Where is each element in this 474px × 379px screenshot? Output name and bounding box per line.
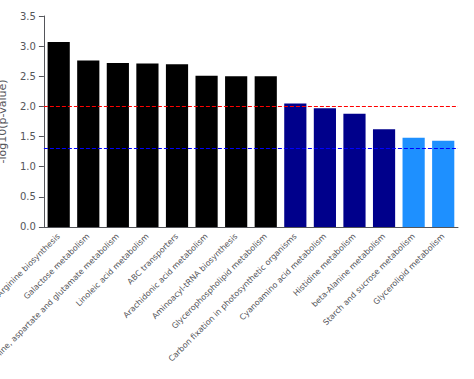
svg-text:0.5: 0.5 [20,191,36,202]
svg-text:ABC transporters: ABC transporters [126,232,181,287]
svg-text:Carbon fixation in photosynthe: Carbon fixation in photosynthetic organi… [167,232,299,364]
svg-text:Cyanoamino acid metabolism: Cyanoamino acid metabolism [237,231,329,323]
svg-text:1.5: 1.5 [20,131,36,142]
svg-text:Linoleic acid metabolism: Linoleic acid metabolism [74,231,151,309]
svg-text:0.0: 0.0 [20,221,36,232]
svg-text:Aminoacyl-tRNA biosynthesis: Aminoacyl-tRNA biosynthesis [150,231,240,321]
svg-text:Alanine, aspartate and glutama: Alanine, aspartate and glutamate metabol… [0,232,121,369]
svg-text:1.0: 1.0 [20,161,36,172]
svg-text:Glycerolipid metabolism: Glycerolipid metabolism [372,232,447,307]
svg-text:2.5: 2.5 [20,71,36,82]
svg-text:3.0: 3.0 [20,41,36,52]
svg-text:Histidine metabolism: Histidine metabolism [291,231,358,298]
svg-text:Starch and sucrose metabolism: Starch and sucrose metabolism [321,231,417,328]
svg-text:Glycerophospholipid metabolism: Glycerophospholipid metabolism [169,231,269,331]
svg-text:Arachidonic acid metabolism: Arachidonic acid metabolism [121,231,210,320]
svg-text:beta-Alanine metabolism: beta-Alanine metabolism [310,231,388,309]
svg-text:-log10(p-value): -log10(p-value) [0,79,9,163]
svg-text:Galactose metabolism: Galactose metabolism [22,231,92,302]
svg-text:3.5: 3.5 [20,11,36,22]
svg-text:2.0: 2.0 [20,101,36,112]
